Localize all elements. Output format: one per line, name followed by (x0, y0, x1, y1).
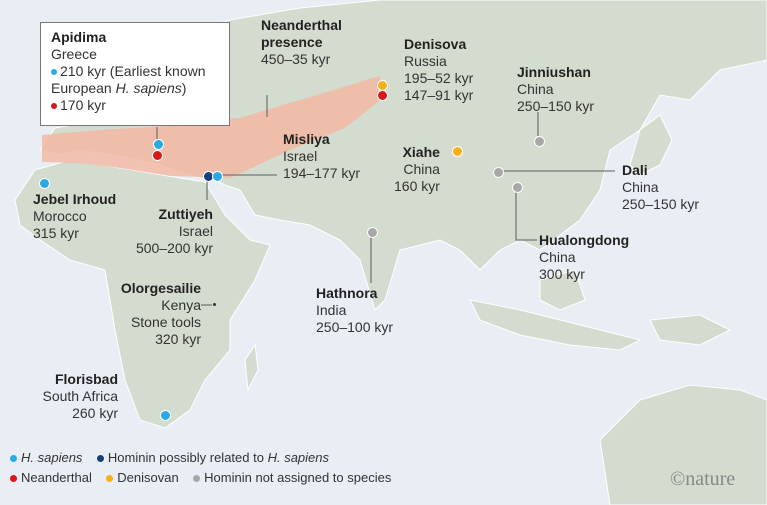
site-name: Zuttiyeh (158, 206, 213, 222)
apidima-sapiens-marker[interactable] (152, 138, 164, 150)
range-title: Neanderthal (261, 17, 342, 33)
site-name: Florisbad (54, 371, 118, 387)
site-name: Apidima (51, 29, 107, 45)
site-country: South Africa (42, 388, 119, 404)
madagascar-land (244, 343, 259, 392)
jinniushan-marker[interactable] (533, 135, 545, 147)
site-name: Jebel Irhoud (33, 191, 117, 207)
leader-lines (156, 95, 615, 306)
site-country: China (539, 249, 576, 265)
legend: H. sapiens Hominin possibly related to H… (10, 448, 391, 488)
hualongdong-marker[interactable] (511, 181, 523, 193)
olorgesailie-marker[interactable] (213, 303, 216, 306)
site-olorgesailie: Olorgesailie Kenya Stone tools 320 kyr (100, 280, 201, 348)
nature-logo: ©nature (670, 468, 736, 490)
range-dates: 450–35 kyr (261, 51, 331, 67)
site-jebel-irhoud: Jebel Irhoud Morocco 315 kyr (33, 191, 116, 242)
xiahe-marker[interactable] (451, 145, 463, 157)
site-date: 210 kyr (Earliest known (60, 63, 206, 79)
site-country: China (517, 81, 554, 97)
site-date: 250–150 kyr (517, 98, 595, 114)
site-name: Denisova (404, 36, 467, 52)
florisbad-marker[interactable] (159, 409, 171, 421)
legend-denisovan: Denisovan (117, 470, 179, 485)
japan-land (629, 114, 673, 176)
site-country: Russia (404, 53, 447, 69)
hathnora-marker[interactable] (366, 226, 378, 238)
site-name: Xiahe (402, 144, 440, 160)
range-title: presence (261, 34, 323, 50)
site-dali: Dali China 250–150 kyr (622, 162, 699, 213)
sapiens-dot-icon (10, 455, 17, 463)
dali-marker[interactable] (492, 166, 504, 178)
site-country: China (622, 179, 659, 195)
legend-possibly-related-italic: H. sapiens (267, 450, 329, 465)
site-name: Hualongdong (539, 232, 630, 248)
site-date: 260 kyr (72, 405, 118, 421)
legend-unassigned: Hominin not assigned to species (204, 470, 392, 485)
misliya-marker[interactable] (211, 170, 223, 182)
site-jinniushan: Jinniushan China 250–150 kyr (517, 64, 594, 115)
apidima-neanderthal-marker[interactable] (151, 149, 163, 161)
site-country: China (403, 161, 440, 177)
site-name: Dali (622, 162, 648, 178)
site-note-italic: H. sapiens (115, 80, 182, 96)
neanderthal-range (42, 76, 383, 178)
site-country: India (316, 302, 347, 318)
site-date: 250–100 kyr (316, 319, 394, 335)
site-date: 320 kyr (155, 331, 201, 347)
apidima-callout: Apidima Greece 210 kyr (Earliest known E… (40, 22, 230, 126)
site-name: Misliya (283, 131, 330, 147)
site-name: Jinniushan (517, 64, 591, 80)
borneo-land (539, 269, 586, 311)
site-date: 195–52 kyr (404, 70, 474, 86)
site-date: 500–200 kyr (135, 240, 213, 256)
site-country: Israel (283, 148, 318, 164)
unassigned-dot-icon (193, 475, 201, 483)
jebel-irhoud-marker[interactable] (38, 177, 50, 189)
site-country: Israel (178, 223, 213, 239)
neanderthal-dot-icon (51, 103, 57, 110)
site-date: 160 kyr (394, 178, 440, 194)
site-date: 170 kyr (60, 97, 106, 113)
neanderthal-range-label: Neanderthal presence 450–35 kyr (261, 17, 342, 68)
site-misliya: Misliya Israel 194–177 kyr (283, 131, 360, 182)
site-xiahe: Xiahe China 160 kyr (394, 144, 440, 195)
indonesia-land (469, 299, 642, 351)
africa-land (14, 159, 271, 429)
denisova-denisovan-marker[interactable] (376, 79, 388, 91)
site-zuttiyeh: Zuttiyeh Israel 500–200 kyr (125, 206, 213, 257)
legend-sapiens: H. sapiens (21, 450, 83, 465)
site-date: 250–150 kyr (622, 196, 700, 212)
legend-possibly-related: Hominin possibly related to (107, 450, 268, 465)
new-guinea-land (649, 314, 732, 346)
site-hualongdong: Hualongdong China 300 kyr (539, 232, 629, 283)
site-note: European (51, 80, 116, 96)
site-denisova: Denisova Russia 195–52 kyr 147–91 kyr (404, 36, 473, 104)
site-florisbad: Florisbad South Africa 260 kyr (20, 371, 119, 422)
site-name: Hathnora (316, 285, 378, 301)
site-country: Greece (51, 46, 97, 62)
site-date: Stone tools (130, 314, 201, 330)
site-hathnora: Hathnora India 250–100 kyr (316, 285, 393, 336)
site-date: 315 kyr (33, 225, 79, 241)
site-note-end: ) (181, 80, 187, 96)
site-date: 194–177 kyr (283, 165, 361, 181)
site-date: 300 kyr (539, 266, 585, 282)
denisova-neanderthal-marker[interactable] (376, 89, 388, 101)
denisovan-dot-icon (106, 475, 114, 483)
australia-land (599, 384, 767, 505)
site-name: Olorgesailie (120, 280, 201, 296)
site-country: Morocco (33, 208, 87, 224)
site-country: Kenya (161, 297, 201, 313)
possibly-related-dot-icon (96, 455, 104, 463)
sapiens-dot-icon (51, 69, 57, 76)
site-date: 147–91 kyr (404, 87, 474, 103)
neanderthal-dot-icon (10, 475, 17, 483)
legend-neanderthal: Neanderthal (21, 470, 92, 485)
